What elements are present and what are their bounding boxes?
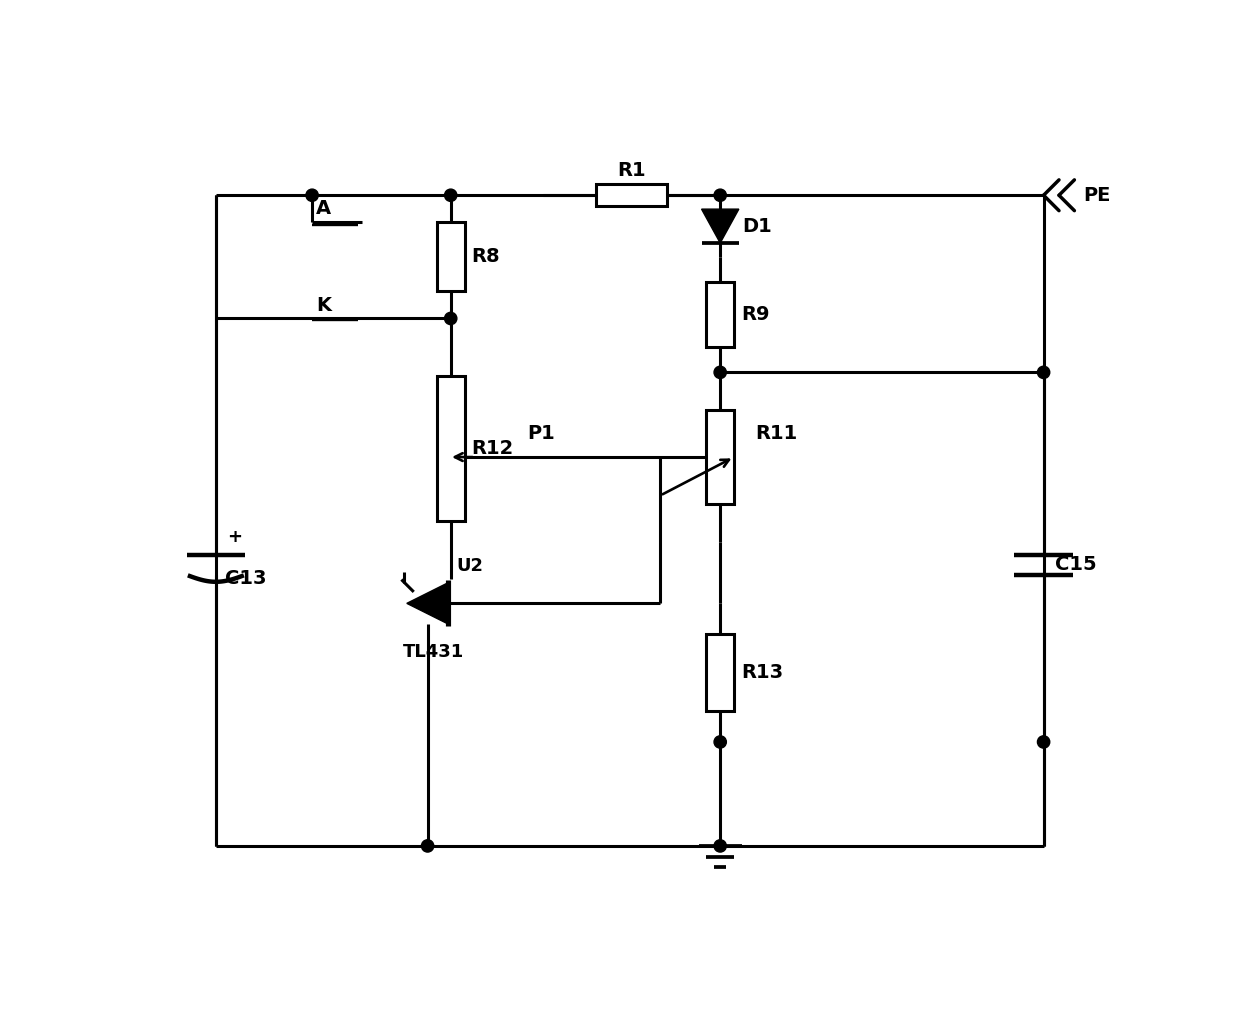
Circle shape: [1038, 736, 1050, 749]
Circle shape: [714, 367, 727, 379]
Text: PE: PE: [1084, 185, 1111, 205]
Bar: [707, 283, 734, 347]
Circle shape: [714, 736, 727, 749]
Text: R9: R9: [742, 305, 770, 325]
Text: A: A: [316, 199, 331, 218]
Text: K: K: [316, 296, 331, 314]
Text: P1: P1: [528, 425, 556, 443]
Text: R1: R1: [618, 161, 646, 180]
Bar: [707, 634, 734, 712]
Circle shape: [444, 312, 456, 325]
Text: +: +: [227, 527, 242, 546]
Text: R13: R13: [742, 664, 784, 682]
Text: D1: D1: [742, 216, 771, 236]
Circle shape: [444, 189, 456, 202]
Bar: [436, 222, 465, 292]
Bar: [596, 184, 667, 206]
Bar: [707, 410, 734, 505]
Text: R8: R8: [471, 248, 500, 266]
Circle shape: [714, 189, 727, 202]
Bar: [436, 376, 465, 521]
Text: U2: U2: [456, 557, 484, 574]
Text: C13: C13: [226, 568, 267, 588]
Polygon shape: [407, 583, 449, 625]
Text: C15: C15: [1055, 555, 1096, 574]
Circle shape: [422, 840, 434, 852]
Text: R12: R12: [471, 439, 513, 458]
Text: R11: R11: [755, 425, 797, 443]
Circle shape: [306, 189, 319, 202]
Text: TL431: TL431: [403, 643, 464, 662]
Circle shape: [714, 840, 727, 852]
Circle shape: [1038, 367, 1050, 379]
Polygon shape: [702, 209, 739, 243]
